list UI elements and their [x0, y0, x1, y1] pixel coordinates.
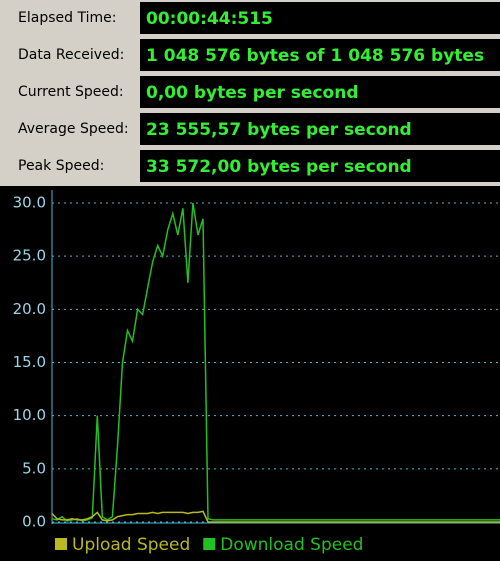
series-line: [51, 510, 500, 523]
y-tick-label: 10.0: [13, 406, 46, 424]
legend-swatch: [55, 538, 67, 550]
stat-label: Data Received:: [18, 47, 124, 63]
stat-box: [140, 150, 500, 182]
y-tick-label: 15.0: [13, 353, 46, 371]
y-tick-label: 5.0: [22, 459, 46, 477]
legend-label: Upload Speed: [72, 535, 190, 555]
stat-box: [140, 113, 500, 145]
stat-label: Elapsed Time:: [18, 10, 116, 26]
chart-area: [0, 186, 500, 561]
stat-label: Peak Speed:: [18, 158, 104, 174]
stat-label: Current Speed:: [18, 84, 124, 100]
stat-value: 00:00:44:515: [146, 9, 273, 29]
series-line: [51, 202, 500, 522]
legend-swatch: [203, 538, 216, 550]
y-tick-label: 25.0: [13, 247, 46, 265]
stat-value: 1 048 576 bytes of 1 048 576 bytes: [146, 46, 484, 66]
y-tick-label: 20.0: [13, 300, 46, 318]
stat-value: 23 555,57 bytes per second: [146, 120, 412, 140]
legend-label: Download Speed: [220, 535, 363, 555]
stat-label: Average Speed:: [18, 121, 129, 137]
stat-box: [140, 76, 500, 108]
y-tick-label: 30.0: [13, 194, 46, 212]
stat-box: [140, 39, 500, 71]
stat-value: 0,00 bytes per second: [146, 83, 358, 103]
stat-value: 33 572,00 bytes per second: [146, 157, 412, 177]
stat-box: [140, 2, 500, 34]
y-tick-label: 0.0: [22, 513, 46, 531]
